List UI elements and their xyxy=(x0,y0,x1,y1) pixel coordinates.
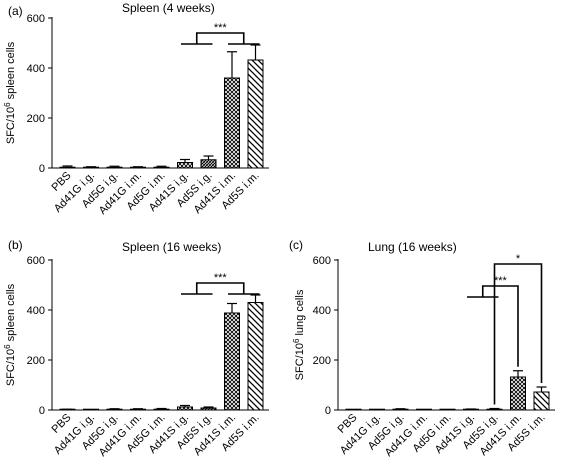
bar xyxy=(200,159,217,169)
chart-title: Lung (16 weeks) xyxy=(368,240,457,254)
bar xyxy=(153,408,170,411)
bar xyxy=(153,166,170,169)
bar xyxy=(510,376,526,411)
significance-label: *** xyxy=(214,22,228,34)
bar xyxy=(177,162,193,169)
y-axis-label: SFC/106 spleen cells xyxy=(3,41,17,144)
y-tick-label: 0 xyxy=(39,163,45,175)
bar xyxy=(247,302,264,411)
significance-label: *** xyxy=(214,272,228,284)
y-tick-label: 400 xyxy=(313,305,331,317)
bar xyxy=(224,77,240,169)
significance-label: *** xyxy=(494,275,508,287)
y-tick-label: 600 xyxy=(27,255,45,267)
chart-panel-0: (a) Spleen (4 weeks) 0 200 400 600 SFC/106 spl… xyxy=(3,1,269,217)
y-tick-label: 400 xyxy=(27,305,45,317)
bar xyxy=(486,408,503,411)
panel-label: (b) xyxy=(8,238,23,252)
y-tick-label: 600 xyxy=(313,255,331,267)
significance-label: * xyxy=(516,253,521,265)
y-tick-label: 400 xyxy=(27,63,45,75)
y-tick-label: 200 xyxy=(313,355,331,367)
bar xyxy=(200,407,217,411)
chart-title: Spleen (4 weeks) xyxy=(122,1,215,15)
y-tick-label: 0 xyxy=(39,405,45,417)
y-tick-label: 600 xyxy=(27,13,45,25)
y-axis-label: SFC/106 spleen cells xyxy=(3,283,17,386)
bar xyxy=(177,406,193,411)
chart-title: Spleen (16 weeks) xyxy=(122,240,221,254)
significance-bracket xyxy=(195,282,245,294)
y-tick-label: 200 xyxy=(27,113,45,125)
significance-bracket xyxy=(481,285,519,367)
bar xyxy=(533,391,550,411)
panel-label: (c) xyxy=(289,238,303,252)
panel-label: (a) xyxy=(8,4,23,18)
bar xyxy=(59,166,76,169)
significance-bracket xyxy=(195,32,245,44)
chart-panel-2: (c) Lung (16 weeks) 0 200 400 600 SFC/106 lung… xyxy=(289,238,555,459)
y-tick-label: 0 xyxy=(325,405,331,417)
bar xyxy=(224,312,240,411)
bar xyxy=(247,59,264,169)
bar xyxy=(106,166,123,169)
chart-panel-1: (b) Spleen (16 weeks) 0 200 400 600 SFC/106 sp… xyxy=(3,238,269,459)
y-axis-label: SFC/106 lung cells xyxy=(292,289,306,380)
y-tick-label: 200 xyxy=(27,355,45,367)
significance-bracket xyxy=(493,263,543,405)
